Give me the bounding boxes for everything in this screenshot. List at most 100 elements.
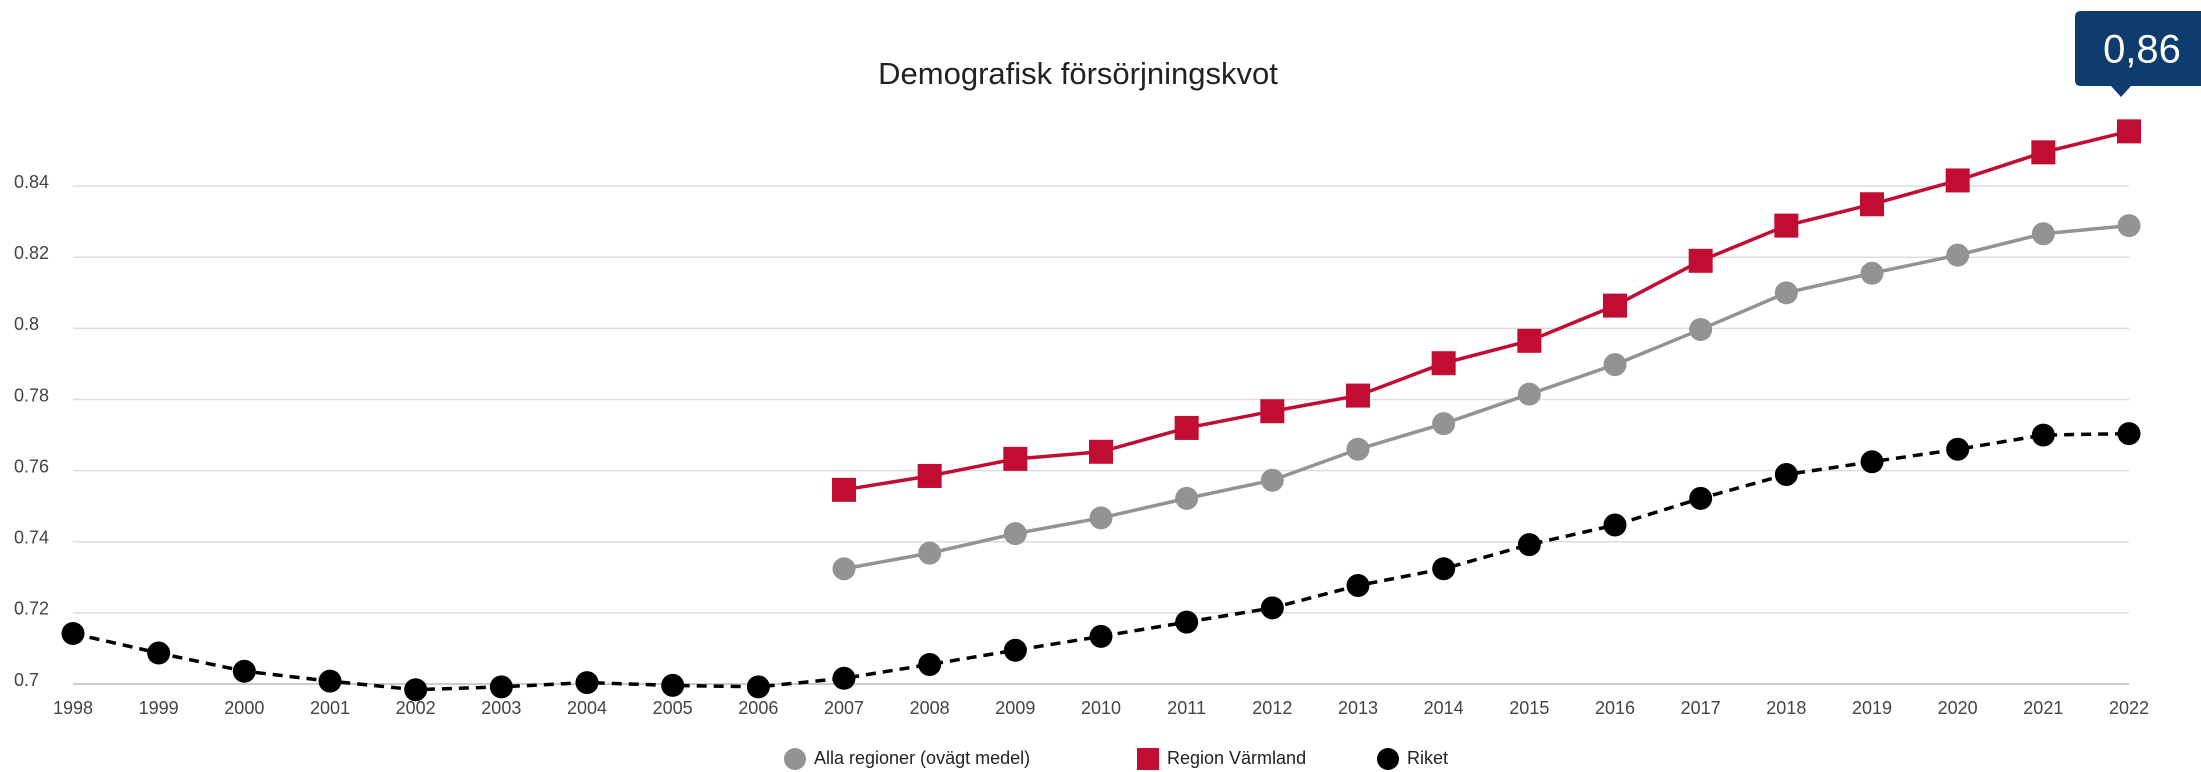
point [661, 673, 685, 697]
x-tick-label: 2016 [1595, 698, 1635, 718]
y-tick-label: 0.8 [14, 314, 39, 334]
y-tick-label: 0.76 [14, 456, 49, 476]
point [1003, 638, 1027, 662]
point [232, 659, 256, 683]
point [1689, 317, 1713, 341]
point [1774, 463, 1798, 487]
point [1260, 399, 1285, 424]
point [489, 675, 513, 699]
point [1431, 351, 1456, 376]
point [1175, 610, 1199, 634]
x-tick-label: 1999 [139, 698, 179, 718]
legend-marker [1137, 748, 1159, 770]
point [832, 477, 856, 502]
point [918, 652, 942, 676]
x-tick-label: 2001 [310, 698, 350, 718]
point [575, 671, 599, 695]
point [1089, 624, 1113, 648]
point [2117, 422, 2141, 446]
x-tick-label: 1998 [53, 698, 93, 718]
point [1860, 261, 1884, 285]
point [1517, 382, 1541, 406]
point [404, 678, 428, 702]
series-line [843, 223, 2130, 571]
point [918, 541, 942, 565]
point [1946, 243, 1970, 267]
y-tick-label: 0.78 [14, 385, 49, 405]
series-line [72, 431, 2130, 692]
x-tick-label: 2009 [995, 698, 1035, 718]
x-tick-label: 2017 [1681, 698, 1721, 718]
x-tick-label: 2013 [1338, 698, 1378, 718]
x-tick-label: 2007 [824, 698, 864, 718]
x-tick-label: 2014 [1424, 698, 1464, 718]
x-tick-label: 2008 [910, 698, 950, 718]
y-tick-label: 0.7 [14, 670, 39, 690]
point [1688, 248, 1713, 273]
point [746, 675, 770, 699]
point [1432, 412, 1456, 436]
tooltip-box [2075, 11, 2201, 97]
legend-label: Region Värmland [1167, 748, 1306, 768]
point [1346, 383, 1370, 408]
point [1346, 573, 1370, 597]
point [1260, 596, 1284, 620]
point [61, 622, 85, 646]
point [1603, 513, 1627, 537]
point [2031, 140, 2056, 165]
legend-label: Alla regioner (ovägt medel) [814, 748, 1030, 768]
point [917, 463, 942, 488]
point [1774, 213, 1799, 238]
x-tick-label: 2006 [738, 698, 778, 718]
point [1689, 486, 1713, 510]
point [2031, 222, 2055, 246]
x-tick-label: 2003 [481, 698, 521, 718]
point [1774, 281, 1798, 305]
point [1089, 506, 1113, 530]
x-tick-label: 2010 [1081, 698, 1121, 718]
point [832, 666, 856, 690]
point [1517, 533, 1541, 557]
point [1860, 192, 1884, 217]
x-tick-label: 2021 [2023, 698, 2063, 718]
legend-marker [1377, 748, 1399, 770]
y-tick-label: 0.72 [14, 599, 49, 619]
y-tick-label: 0.74 [14, 528, 49, 548]
point [1003, 446, 1028, 471]
point [1003, 522, 1027, 546]
point [2117, 119, 2141, 144]
point [1089, 439, 1113, 464]
legend-label: Riket [1407, 748, 1448, 768]
point [318, 669, 342, 693]
point [1432, 557, 1456, 581]
point [1175, 486, 1199, 510]
x-tick-label: 2011 [1167, 698, 1206, 718]
point [2117, 214, 2141, 238]
x-tick-label: 2002 [396, 698, 436, 718]
point [1946, 437, 1970, 461]
chart-title: Demografisk försörjningskvot [878, 56, 1278, 91]
y-tick-label: 0.84 [14, 172, 49, 192]
tooltip: 0,86 [2075, 11, 2201, 97]
point [2031, 423, 2055, 447]
x-tick-label: 2019 [1852, 698, 1892, 718]
point [1174, 415, 1199, 440]
y-tick-label: 0.82 [14, 243, 49, 263]
x-tick-label: 2020 [1938, 698, 1978, 718]
x-tick-label: 2005 [653, 698, 693, 718]
point [1517, 328, 1542, 353]
x-tick-label: 2022 [2109, 698, 2149, 718]
tooltip-text: 0,86 [2103, 28, 2181, 72]
x-tick-label: 2000 [224, 698, 264, 718]
x-tick-label: 2015 [1509, 698, 1549, 718]
x-tick-label: 2004 [567, 698, 607, 718]
x-tick-label: 2018 [1766, 698, 1806, 718]
point [1603, 353, 1627, 377]
legend-marker [784, 748, 806, 770]
x-tick-label: 2012 [1252, 698, 1292, 718]
series-line [843, 129, 2130, 492]
point [832, 557, 856, 581]
point [1860, 450, 1884, 474]
point [1945, 168, 1970, 193]
